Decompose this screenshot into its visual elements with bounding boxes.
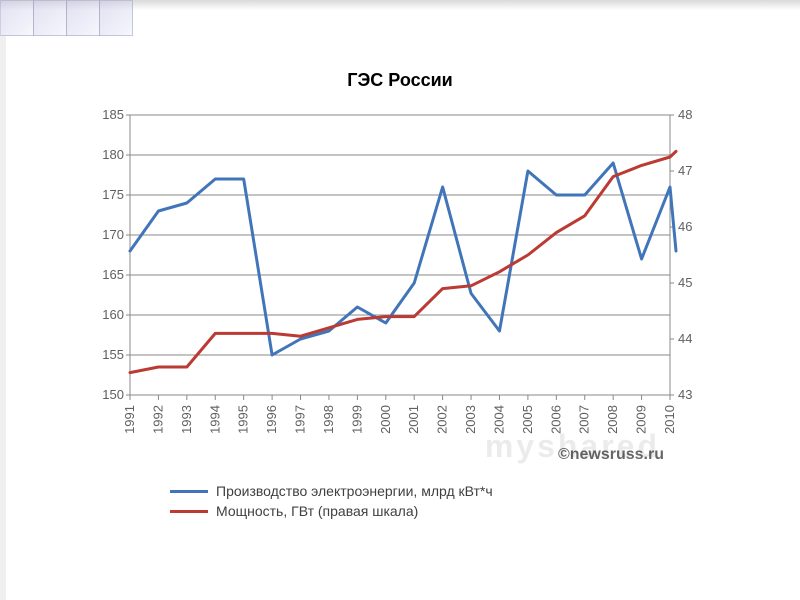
svg-text:160: 160 bbox=[102, 307, 124, 322]
svg-text:2010: 2010 bbox=[662, 405, 677, 434]
svg-text:1994: 1994 bbox=[207, 405, 222, 434]
svg-text:46: 46 bbox=[678, 219, 692, 234]
svg-text:1999: 1999 bbox=[349, 405, 364, 434]
svg-text:155: 155 bbox=[102, 347, 124, 362]
legend-label-production: Производство электроэнергии, млрд кВт*ч bbox=[216, 483, 493, 499]
chart-svg: 150 155 160 165 170 175 180 185 43 44 45 46 47 48 1991… bbox=[80, 105, 720, 465]
svg-text:2001: 2001 bbox=[406, 405, 421, 434]
svg-text:150: 150 bbox=[102, 387, 124, 402]
svg-text:44: 44 bbox=[678, 331, 692, 346]
svg-text:43: 43 bbox=[678, 387, 692, 402]
svg-text:2000: 2000 bbox=[378, 405, 393, 434]
svg-text:2003: 2003 bbox=[463, 405, 478, 434]
svg-text:180: 180 bbox=[102, 147, 124, 162]
chart-title: ГЭС России bbox=[80, 70, 720, 91]
svg-text:©newsruss.ru: ©newsruss.ru bbox=[558, 446, 664, 463]
legend-label-capacity: Мощность, ГВт (правая шкала) bbox=[216, 503, 418, 519]
svg-text:1991: 1991 bbox=[122, 405, 137, 434]
svg-text:185: 185 bbox=[102, 107, 124, 122]
top-decor-blocks bbox=[0, 0, 132, 36]
svg-text:1993: 1993 bbox=[179, 405, 194, 434]
svg-text:170: 170 bbox=[102, 227, 124, 242]
svg-text:2002: 2002 bbox=[435, 405, 450, 434]
left-decor-bar bbox=[0, 36, 6, 600]
svg-text:165: 165 bbox=[102, 267, 124, 282]
svg-text:175: 175 bbox=[102, 187, 124, 202]
legend: Производство электроэнергии, млрд кВт*ч … bbox=[80, 483, 720, 519]
svg-text:1998: 1998 bbox=[321, 405, 336, 434]
legend-swatch-capacity bbox=[170, 510, 208, 513]
svg-text:47: 47 bbox=[678, 163, 692, 178]
chart-container: ГЭС России 150 155 160 165 170 175 180 185 43 44 4… bbox=[80, 70, 720, 523]
svg-text:1997: 1997 bbox=[293, 405, 308, 434]
svg-text:45: 45 bbox=[678, 275, 692, 290]
svg-text:1995: 1995 bbox=[236, 405, 251, 434]
svg-text:1996: 1996 bbox=[264, 405, 279, 434]
legend-item-capacity: Мощность, ГВт (правая шкала) bbox=[170, 503, 720, 519]
legend-item-production: Производство электроэнергии, млрд кВт*ч bbox=[170, 483, 720, 499]
svg-text:1992: 1992 bbox=[150, 405, 165, 434]
legend-swatch-production bbox=[170, 490, 208, 493]
svg-text:48: 48 bbox=[678, 107, 692, 122]
